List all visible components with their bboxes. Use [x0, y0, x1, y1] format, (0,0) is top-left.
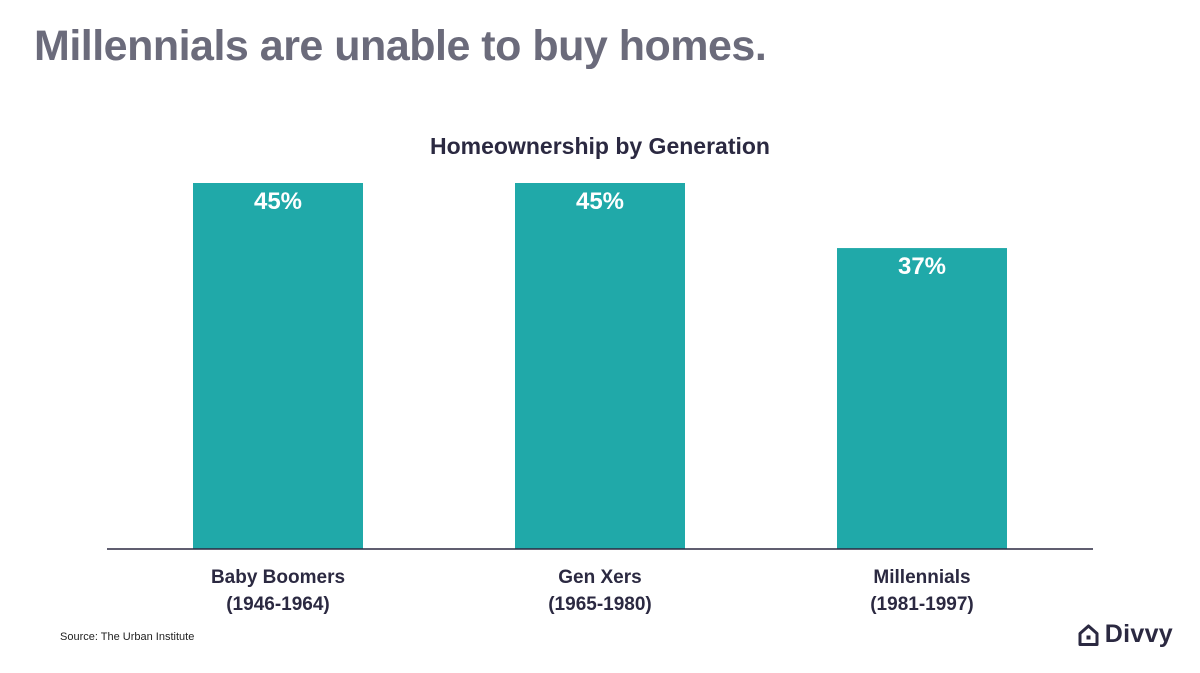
- brand-name: Divvy: [1104, 620, 1173, 648]
- bar-value-label-2: 45%: [576, 188, 624, 215]
- bar-2: [515, 183, 685, 549]
- bars-group: 45% 45% 37%: [193, 183, 1007, 550]
- category-labels-group: Baby Boomers (1946-1964) Gen Xers (1965-198…: [211, 567, 974, 615]
- source-note: Source: The Urban Institute: [60, 631, 195, 643]
- bar-value-label-1: 45%: [254, 188, 302, 215]
- headline: Millennials are unable to buy homes.: [34, 22, 767, 70]
- house-logo-icon: [1078, 624, 1099, 646]
- bar-1: [193, 183, 363, 549]
- category-label-1: Baby Boomers: [211, 567, 345, 588]
- chart-title: Homeownership by Generation: [430, 133, 770, 159]
- bar-value-label-3: 37%: [898, 253, 946, 280]
- category-label-2: Gen Xers: [558, 567, 641, 588]
- bar-3: [837, 248, 1007, 550]
- category-years-label-2: (1965-1980): [548, 594, 652, 615]
- category-years-label-3: (1981-1997): [870, 594, 974, 615]
- category-years-label-1: (1946-1964): [226, 594, 330, 615]
- brand-logo: Divvy: [1078, 620, 1173, 649]
- category-label-3: Millennials: [873, 567, 970, 588]
